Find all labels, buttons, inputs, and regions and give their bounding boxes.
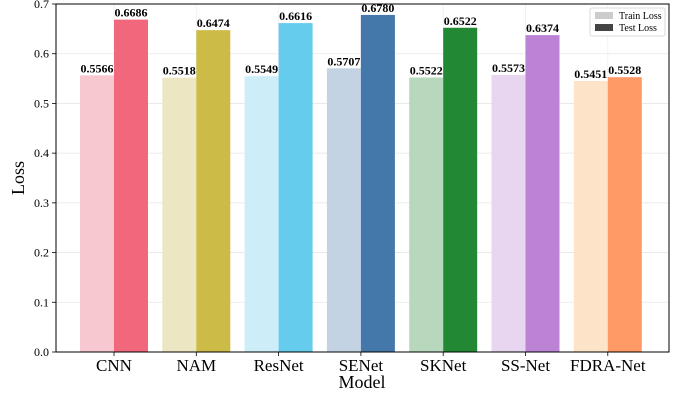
x-tick-label-sknet: SKNet [420,356,467,375]
bar-label-nam-test-loss: 0.6474 [197,16,230,30]
bar-resnet-test-loss [278,23,313,353]
y-tick-label-4: 0.4 [34,146,49,160]
bar-label-senet-train-loss: 0.5707 [327,54,360,68]
bar-resnet-train-loss [244,76,279,352]
bar-label-fdra-net-train-loss: 0.5451 [574,67,607,81]
plot-frame [55,3,670,353]
bar-label-senet-test-loss: 0.6780 [361,1,394,15]
x-tick-label-senet: SENet [339,356,384,375]
bar-label-resnet-train-loss: 0.5549 [245,62,278,76]
bar-nam-train-loss [162,77,197,352]
bar-cnn-test-loss [114,19,148,352]
bar-fdra-net-test-loss [607,77,642,352]
legend: Train Loss Test Loss [589,7,666,37]
bar-sknet-train-loss [409,77,444,352]
x-tick-label-cnn: CNN [96,356,132,375]
y-tick-label-0: 0.0 [34,345,49,359]
y-tick-label-1: 0.1 [34,295,49,309]
y-tick-label-5: 0.5 [34,96,49,110]
x-tick-label-nam: NAM [176,356,216,375]
bar-nam-test-loss [196,30,231,352]
y-axis-title: Loss [8,161,28,195]
x-tick-label-resnet: ResNet [254,356,304,375]
bar-cnn-train-loss [80,75,114,352]
bar-label-cnn-test-loss: 0.6686 [115,6,148,20]
y-tick-label-7: 0.7 [34,0,49,11]
x-tick-label-ss-net: SS-Net [501,356,550,375]
bar-fdra-net-train-loss [573,81,608,352]
bar-label-sknet-test-loss: 0.6522 [444,14,477,28]
bar-label-ss-net-test-loss: 0.6374 [526,21,559,35]
bar-label-cnn-train-loss: 0.5566 [81,61,114,75]
y-tick-label-2: 0.2 [34,246,49,260]
y-axis-ticks: 0.0 0.1 0.2 0.3 0.4 0.5 0.6 0.7 [34,0,56,359]
legend-label-train-loss: Train Loss [619,11,662,22]
y-tick-label-3: 0.3 [34,196,49,210]
legend-swatch-test-loss [595,24,613,31]
bar-senet-train-loss [326,68,361,352]
bar-label-resnet-test-loss: 0.6616 [279,9,312,23]
y-tick-label-6: 0.6 [34,47,49,61]
bar-label-sknet-train-loss: 0.5522 [410,63,443,77]
legend-label-test-loss: Test Loss [619,23,657,34]
bar-ss-net-train-loss [491,74,526,352]
bar-senet-test-loss [360,14,395,353]
x-axis-ticks: CNN NAM ResNet SENet SKNet SS-Net FDRA-Net [96,352,646,375]
bars [80,14,642,353]
bar-label-ss-net-train-loss: 0.5573 [492,61,525,75]
legend-swatch-train-loss [595,12,613,19]
bar-label-fdra-net-test-loss: 0.5528 [608,63,641,77]
x-tick-label-fdra-net: FDRA-Net [570,356,646,375]
bar-ss-net-test-loss [525,35,560,352]
bar-label-nam-train-loss: 0.5518 [163,64,196,78]
x-axis-title: Model [339,372,386,392]
bar-sknet-test-loss [443,27,478,352]
